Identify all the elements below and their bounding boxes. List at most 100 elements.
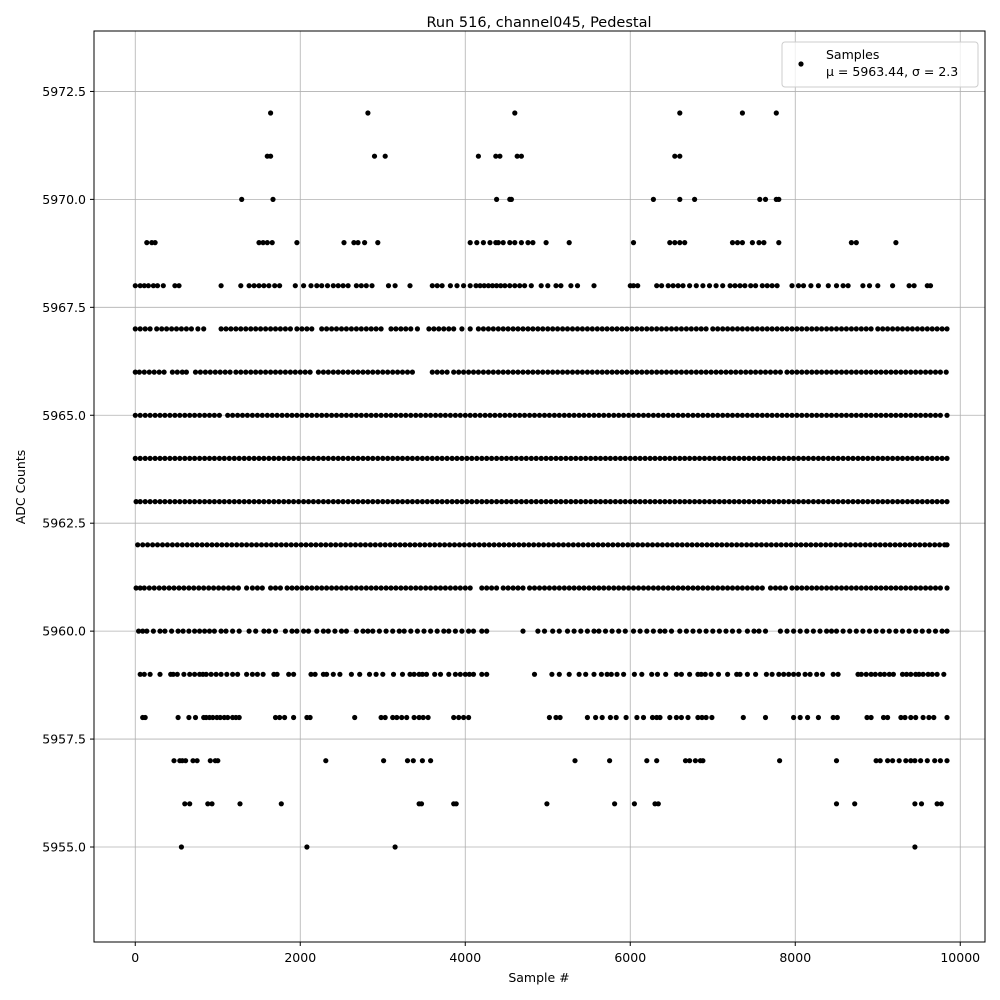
data-point bbox=[206, 499, 213, 505]
data-point bbox=[447, 283, 453, 289]
data-point bbox=[230, 628, 236, 634]
data-point bbox=[409, 455, 415, 461]
data-point bbox=[154, 283, 161, 289]
data-point bbox=[702, 671, 708, 677]
data-point bbox=[330, 283, 336, 289]
data-point bbox=[412, 542, 418, 548]
data-point bbox=[908, 714, 914, 721]
data-point bbox=[260, 240, 266, 246]
data-point bbox=[286, 671, 292, 677]
data-point bbox=[299, 412, 305, 418]
data-point bbox=[294, 326, 300, 332]
data-point bbox=[862, 542, 869, 548]
data-point bbox=[213, 671, 219, 677]
data-point bbox=[424, 499, 430, 505]
data-point bbox=[370, 628, 376, 634]
data-point bbox=[761, 240, 767, 246]
data-point bbox=[502, 283, 508, 289]
data-point bbox=[268, 153, 274, 159]
data-point bbox=[183, 369, 189, 375]
data-point bbox=[924, 326, 930, 332]
data-point bbox=[494, 196, 500, 202]
data-point bbox=[525, 326, 531, 332]
data-point bbox=[622, 499, 628, 505]
data-point bbox=[918, 801, 925, 807]
data-point bbox=[693, 369, 699, 375]
data-point bbox=[518, 499, 525, 505]
data-point bbox=[192, 412, 198, 418]
data-point bbox=[244, 585, 250, 591]
data-point bbox=[937, 412, 944, 418]
data-point bbox=[380, 455, 386, 461]
data-point bbox=[235, 671, 241, 677]
data-point bbox=[421, 628, 427, 634]
data-point bbox=[439, 283, 445, 289]
data-point bbox=[329, 585, 335, 591]
x-tick-label: 4000 bbox=[449, 950, 481, 965]
data-point bbox=[611, 585, 617, 591]
data-point bbox=[814, 671, 820, 677]
data-point bbox=[762, 369, 769, 375]
data-point bbox=[914, 326, 921, 332]
data-point bbox=[675, 283, 681, 289]
data-point bbox=[432, 671, 438, 677]
data-point bbox=[147, 499, 153, 505]
data-point bbox=[937, 369, 944, 375]
data-point bbox=[352, 542, 359, 548]
data-point bbox=[437, 542, 443, 548]
data-point bbox=[786, 499, 792, 505]
data-point bbox=[739, 542, 745, 548]
data-point bbox=[487, 412, 493, 418]
data-point bbox=[428, 758, 434, 764]
data-point bbox=[723, 369, 729, 375]
data-point bbox=[408, 628, 414, 634]
data-point bbox=[795, 499, 802, 505]
data-point bbox=[522, 283, 528, 289]
data-point bbox=[614, 369, 620, 375]
data-point bbox=[720, 326, 726, 332]
data-point bbox=[446, 326, 452, 332]
data-point bbox=[271, 499, 277, 505]
data-point bbox=[893, 369, 899, 375]
data-point bbox=[266, 499, 272, 505]
data-point bbox=[218, 628, 224, 634]
data-point bbox=[188, 326, 194, 332]
data-point bbox=[353, 283, 359, 289]
data-point bbox=[399, 714, 405, 721]
data-point bbox=[432, 542, 438, 548]
data-point bbox=[142, 499, 148, 505]
data-point bbox=[563, 455, 569, 461]
data-point bbox=[308, 283, 314, 289]
data-point bbox=[365, 499, 371, 505]
data-point bbox=[873, 758, 879, 764]
data-point bbox=[151, 369, 157, 375]
data-point bbox=[596, 585, 602, 591]
data-point bbox=[923, 585, 929, 591]
data-point bbox=[868, 326, 874, 332]
data-point bbox=[809, 412, 815, 418]
data-point bbox=[320, 455, 326, 461]
data-point bbox=[799, 585, 805, 591]
data-point bbox=[428, 585, 434, 591]
data-point bbox=[309, 412, 315, 418]
data-point bbox=[480, 326, 486, 332]
data-point bbox=[161, 369, 167, 375]
data-point bbox=[678, 671, 685, 677]
data-point bbox=[720, 283, 726, 289]
data-point bbox=[883, 585, 889, 591]
data-point bbox=[838, 542, 844, 548]
data-point bbox=[617, 455, 624, 461]
data-point bbox=[607, 714, 614, 721]
data-point bbox=[276, 499, 282, 505]
data-point bbox=[927, 412, 934, 418]
data-point bbox=[141, 283, 147, 289]
data-point bbox=[860, 455, 866, 461]
data-point bbox=[565, 542, 572, 548]
data-point bbox=[890, 671, 897, 677]
data-point bbox=[413, 412, 419, 418]
data-point bbox=[307, 714, 313, 721]
data-point bbox=[181, 671, 187, 677]
data-point bbox=[572, 758, 578, 764]
data-point bbox=[804, 585, 810, 591]
